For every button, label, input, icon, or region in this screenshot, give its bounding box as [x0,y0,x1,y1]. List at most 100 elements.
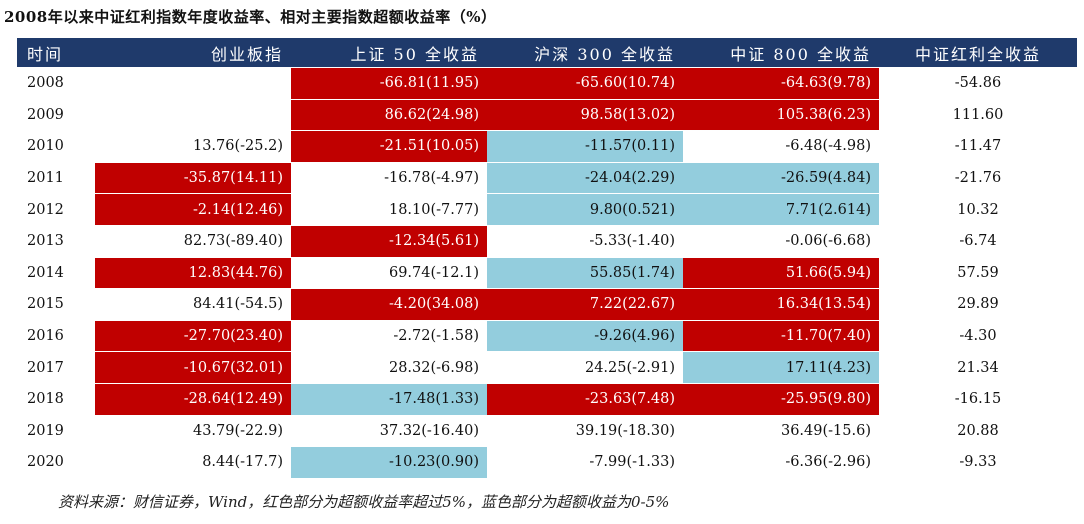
cell-csi-dividend: -4.30 [879,319,1077,352]
header-csi800: 中证 800 全收益 [683,38,879,68]
cell-chinext: 8.44(-17.7) [95,446,291,478]
cell-csi300: 55.85(1.74) [487,256,683,289]
cell-sse50: 69.74(-12.1) [291,256,487,289]
cell-csi800: -26.59(4.84) [683,161,879,194]
cell-year: 2013 [17,224,95,258]
cell-csi-dividend: -11.47 [879,130,1077,163]
cell-chinext: 84.41(-54.5) [95,288,291,321]
cell-csi800: 16.34(13.54) [683,288,879,321]
cell-csi-dividend: -16.15 [879,382,1077,416]
table-row: 2018 -28.64(12.49) -17.48(1.33) -23.63(7.48… [17,382,1077,416]
cell-csi800: 36.49(-15.6) [683,414,879,447]
cell-year: 2012 [17,193,95,226]
table-row: 2014 12.83(44.76) 69.74(-12.1) 55.85(1.74) 5… [17,256,1077,289]
cell-csi-dividend: 111.60 [879,98,1077,131]
cell-chinext [95,67,291,100]
cell-csi300: -24.04(2.29) [487,161,683,194]
cell-csi300: -11.57(0.11) [487,130,683,163]
cell-csi-dividend: -54.86 [879,67,1077,100]
table-row: 2015 84.41(-54.5) -4.20(34.08) 7.22(22.67) 1… [17,288,1077,321]
cell-chinext: -2.14(12.46) [95,193,291,226]
table-title: 2008年以来中证红利指数年度收益率、相对主要指数超额收益率（%） [4,8,497,26]
cell-sse50: -2.72(-1.58) [291,319,487,352]
cell-year: 2010 [17,130,95,163]
table-row: 2008 -66.81(11.95) -65.60(10.74) -64.63(9.7… [17,67,1077,100]
cell-csi-dividend: -9.33 [879,446,1077,478]
cell-csi800: -0.06(-6.68) [683,224,879,258]
cell-csi300: 98.58(13.02) [487,98,683,131]
cell-csi300: 39.19(-18.30) [487,414,683,447]
header-csi-dividend: 中证红利全收益 [879,38,1077,68]
cell-year: 2008 [17,67,95,100]
cell-sse50: -12.34(5.61) [291,224,487,258]
cell-chinext [95,98,291,131]
table-row: 2020 8.44(-17.7) -10.23(0.90) -7.99(-1.33) -… [17,446,1077,478]
cell-csi800: 17.11(4.23) [683,351,879,384]
cell-csi300: -9.26(4.96) [487,319,683,352]
cell-csi800: 105.38(6.23) [683,98,879,131]
cell-csi300: -7.99(-1.33) [487,446,683,478]
cell-year: 2017 [17,351,95,384]
cell-year: 2016 [17,319,95,352]
cell-year: 2020 [17,446,95,478]
cell-sse50: 37.32(-16.40) [291,414,487,447]
cell-csi-dividend: 10.32 [879,193,1077,226]
table-row: 2009 86.62(24.98) 98.58(13.02) 105.38(6.23)… [17,98,1077,131]
cell-chinext: -27.70(23.40) [95,319,291,352]
header-year: 时间 [17,38,95,68]
cell-chinext: 82.73(-89.40) [95,224,291,258]
cell-sse50: -16.78(-4.97) [291,161,487,194]
cell-csi300: -65.60(10.74) [487,67,683,100]
cell-csi800: -25.95(9.80) [683,382,879,416]
returns-table: 时间 创业板指 上证 50 全收益 沪深 300 全收益 中证 800 全收益 … [17,38,1077,478]
cell-csi300: 7.22(22.67) [487,288,683,321]
cell-csi300: -23.63(7.48) [487,382,683,416]
cell-sse50: 28.32(-6.98) [291,351,487,384]
cell-sse50: -4.20(34.08) [291,288,487,321]
table-row: 2017 -10.67(32.01) 28.32(-6.98) 24.25(-2.91… [17,351,1077,384]
cell-sse50: -17.48(1.33) [291,382,487,416]
table-row: 2016 -27.70(23.40) -2.72(-1.58) -9.26(4.96)… [17,319,1077,352]
header-csi300: 沪深 300 全收益 [487,38,683,68]
cell-csi800: 51.66(5.94) [683,256,879,289]
table-row: 2010 13.76(-25.2) -21.51(10.05) -11.57(0.11… [17,130,1077,163]
cell-chinext: -35.87(14.11) [95,161,291,194]
cell-csi800: -11.70(7.40) [683,319,879,352]
cell-csi800: -6.36(-2.96) [683,446,879,478]
cell-csi300: -5.33(-1.40) [487,224,683,258]
cell-csi-dividend: 57.59 [879,256,1077,289]
table-row: 2013 82.73(-89.40) -12.34(5.61) -5.33(-1.40… [17,224,1077,258]
table-row: 2011 -35.87(14.11) -16.78(-4.97) -24.04(2.2… [17,161,1077,194]
table-row: 2012 -2.14(12.46) 18.10(-7.77) 9.80(0.521) 7… [17,193,1077,226]
cell-csi300: 24.25(-2.91) [487,351,683,384]
cell-year: 2018 [17,382,95,416]
cell-chinext: -10.67(32.01) [95,351,291,384]
cell-chinext: 43.79(-22.9) [95,414,291,447]
cell-csi800: -6.48(-4.98) [683,130,879,163]
header-row: 时间 创业板指 上证 50 全收益 沪深 300 全收益 中证 800 全收益 … [17,38,1077,68]
cell-chinext: -28.64(12.49) [95,382,291,416]
cell-chinext: 13.76(-25.2) [95,130,291,163]
cell-sse50: -10.23(0.90) [291,446,487,478]
cell-csi-dividend: 29.89 [879,288,1077,321]
cell-year: 2015 [17,288,95,321]
header-sse50: 上证 50 全收益 [291,38,487,68]
cell-chinext: 12.83(44.76) [95,256,291,289]
cell-csi-dividend: 20.88 [879,414,1077,447]
cell-csi800: -64.63(9.78) [683,67,879,100]
cell-sse50: -66.81(11.95) [291,67,487,100]
cell-year: 2011 [17,161,95,194]
cell-year: 2019 [17,414,95,447]
cell-csi-dividend: 21.34 [879,351,1077,384]
cell-sse50: 86.62(24.98) [291,98,487,131]
cell-csi-dividend: -6.74 [879,224,1077,258]
cell-year: 2014 [17,256,95,289]
cell-sse50: 18.10(-7.77) [291,193,487,226]
table-row: 2019 43.79(-22.9) 37.32(-16.40) 39.19(-18.3… [17,414,1077,447]
cell-csi800: 7.71(2.614) [683,193,879,226]
cell-csi-dividend: -21.76 [879,161,1077,194]
cell-csi300: 9.80(0.521) [487,193,683,226]
cell-sse50: -21.51(10.05) [291,130,487,163]
source-note: 资料来源：财信证券，Wind，红色部分为超额收益率超过5%，蓝色部分为超额收益为… [58,493,670,511]
header-chinext: 创业板指 [95,38,291,68]
